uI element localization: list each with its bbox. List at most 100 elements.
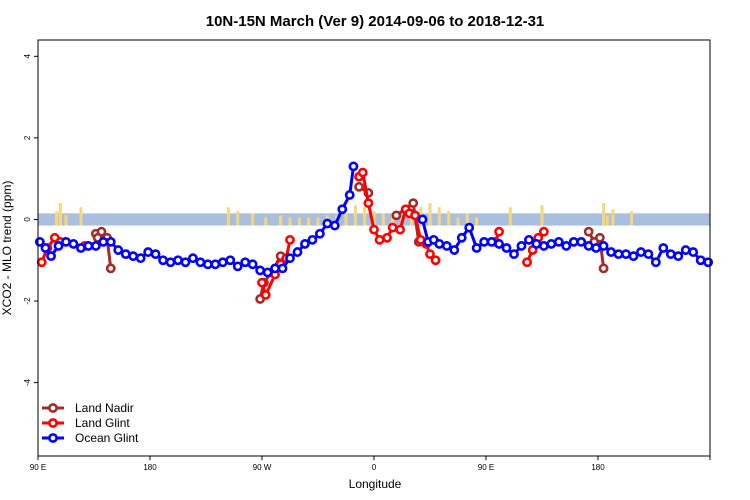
y-tick-label: 2 [23, 135, 32, 140]
land-fill-mark [307, 217, 311, 226]
land-glint-point [494, 226, 504, 237]
land-fill-mark [297, 217, 301, 226]
land-fill-mark [344, 213, 348, 226]
legend-label: Land Nadir [75, 401, 134, 415]
land-glint-point [260, 290, 271, 300]
ocean-glint-point [300, 239, 310, 249]
land-fill-mark [381, 213, 385, 226]
ocean-glint-point [68, 239, 79, 249]
land-fill-mark [447, 211, 451, 226]
ocean-glint-point [441, 241, 452, 251]
ocean-glint-point [329, 220, 340, 231]
land-fill-mark [279, 215, 283, 226]
ocean-glint-point [434, 239, 445, 249]
legend-label: Land Glint [75, 416, 130, 430]
ocean-glint-point [417, 214, 428, 225]
land-glint-point [522, 257, 532, 268]
land-fill-mark [465, 213, 469, 226]
ocean-glint-point [524, 234, 534, 245]
ocean-glint-point [688, 247, 699, 257]
land-glint-point [374, 234, 385, 245]
land-nadir-point [598, 263, 609, 274]
land-glint-point [425, 249, 435, 260]
ocean-glint-point [636, 247, 646, 257]
ocean-glint-point [105, 236, 116, 247]
land-fill-mark [602, 203, 606, 226]
land-fill-mark [64, 215, 68, 226]
ocean-glint-point [583, 241, 594, 251]
land-nadir-point [408, 198, 419, 209]
land-fill-mark [391, 215, 395, 226]
ocean-glint-point [188, 253, 198, 264]
ocean-glint-point [53, 241, 64, 251]
ocean-glint-point [643, 249, 654, 260]
x-tick-label: 90 E [478, 463, 494, 472]
land-fill-mark [475, 217, 479, 226]
ocean-glint-point [225, 255, 236, 266]
y-tick-label: 4 [23, 54, 32, 59]
ocean-glint-point [150, 249, 161, 260]
ocean-glint-point [322, 218, 333, 229]
ocean-glint-point [195, 257, 206, 268]
ocean-glint-point [240, 257, 251, 268]
ocean-glint-point [46, 251, 56, 262]
legend-label: Ocean Glint [75, 431, 139, 445]
land-fill-mark [630, 211, 634, 226]
ocean-glint-point [90, 241, 101, 251]
ocean-glint-point [337, 204, 348, 215]
ocean-glint-point [553, 236, 564, 247]
legend-swatch-marker [48, 418, 58, 428]
land-nadir-point [354, 181, 364, 192]
ocean-glint-point [217, 257, 228, 268]
land-fill-mark [540, 205, 544, 226]
ocean-glint-point [703, 257, 714, 268]
legend-swatch-marker [48, 433, 58, 443]
ocean-glint-point [456, 232, 467, 243]
ocean-glint-point [202, 259, 213, 270]
ocean-glint-point [165, 257, 176, 268]
ocean-glint-point [568, 236, 579, 247]
land-glint-point [410, 210, 420, 221]
ocean-glint-point [344, 190, 355, 200]
legend-item-land-nadir: Land Nadir [42, 401, 134, 415]
y-axis: -4 -2 0 2 4 [23, 54, 38, 386]
land-fill-mark [456, 217, 460, 226]
ocean-glint-point [449, 245, 460, 255]
ocean-glint-point [314, 228, 325, 239]
land-nadir-point [96, 226, 107, 237]
legend-item-land-glint: Land Glint [42, 416, 130, 430]
ocean-glint-point [486, 236, 497, 247]
ocean-glint-point [501, 243, 512, 253]
land-fill-mark [611, 209, 615, 226]
land-fill-mark [605, 215, 609, 226]
ocean-glint-point [650, 257, 661, 268]
x-tick-label: 0 [372, 463, 377, 472]
y-tick-label: 0 [23, 217, 32, 222]
plot-area [34, 161, 714, 304]
land-glint-point [363, 198, 374, 209]
ocean-glint-point [673, 251, 684, 262]
ocean-glint-point [180, 257, 191, 268]
chart-title: 10N-15N March (Ver 9) 2014-09-06 to 2018… [206, 13, 545, 30]
land-fill-mark [428, 203, 432, 226]
x-tick-label: 90 E [30, 463, 46, 472]
ocean-glint-point [210, 259, 221, 270]
land-fill-mark [79, 207, 83, 226]
ocean-glint-point [561, 241, 572, 251]
ocean-glint-point [613, 249, 624, 260]
ocean-glint-point [173, 255, 183, 266]
land-nadir-point [583, 226, 594, 237]
ocean-glint-point [665, 249, 676, 260]
land-glint-point [285, 234, 295, 245]
land-nadir-point [594, 232, 605, 243]
y-tick-label: -4 [23, 378, 32, 386]
ocean-glint-point [128, 251, 139, 262]
land-fill-mark [508, 207, 512, 226]
x-axis: 90 E 180 90 W 0 90 E 180 [30, 456, 711, 472]
x-tick-label: 180 [143, 463, 157, 472]
ocean-glint-point [270, 263, 280, 274]
land-fill-mark [316, 217, 320, 226]
legend-item-ocean-glint: Ocean Glint [42, 431, 139, 445]
